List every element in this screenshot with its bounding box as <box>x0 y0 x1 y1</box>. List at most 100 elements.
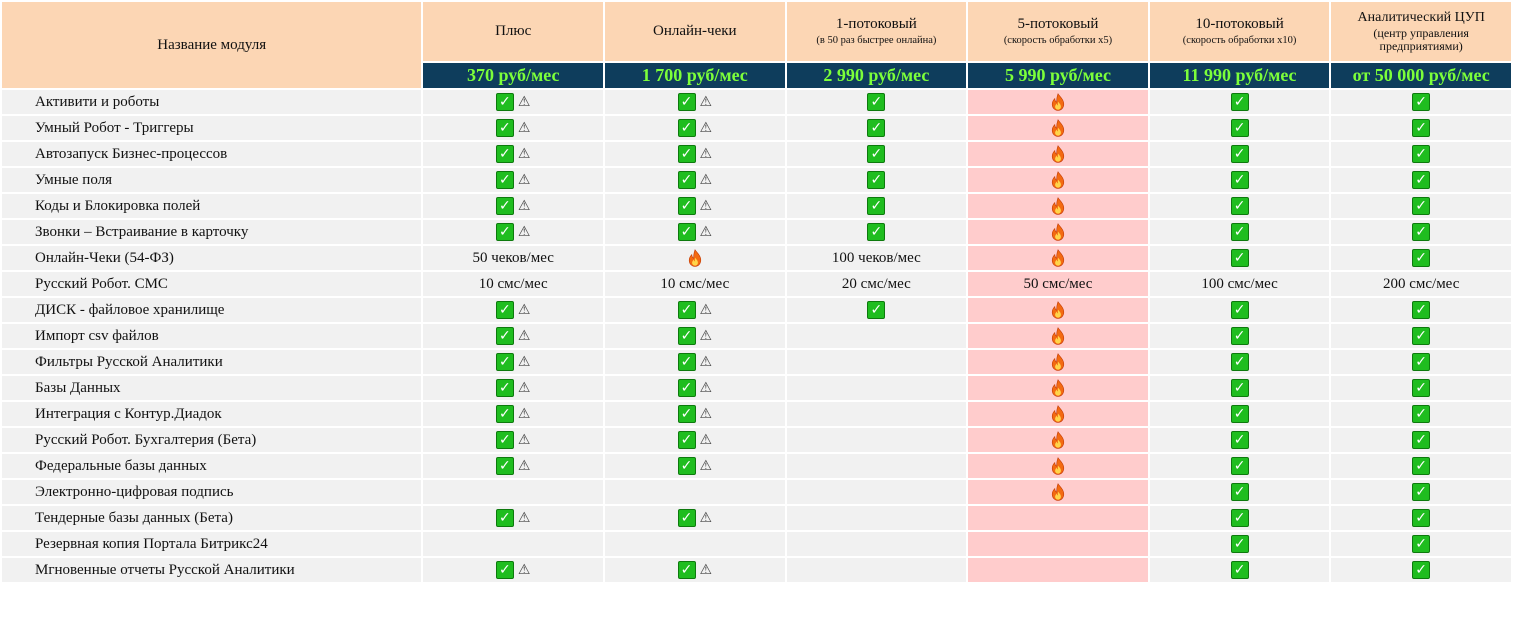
fire-icon <box>1050 223 1066 241</box>
plan-cell: 200 смс/мес <box>1331 272 1511 296</box>
plan-cell <box>968 350 1148 374</box>
plan-cell: ✓ <box>1149 428 1330 452</box>
warning-icon: ⚠ <box>517 328 531 344</box>
plan-cell <box>968 506 1148 530</box>
check-icon: ✓ <box>1230 457 1249 475</box>
plan-subtitle: (в 50 раз быстрее онлайна) <box>816 34 937 46</box>
check-icon: ✓ <box>495 431 514 449</box>
check-icon: ✓ <box>495 197 514 215</box>
plan-cell: ✓ <box>1331 350 1511 374</box>
feature-name: Фильтры Русской Аналитики <box>2 350 422 374</box>
plan-title-row: Название модуля Плюс Онлайн-чеки 1-поток… <box>2 2 1511 88</box>
plan-title: 5-потоковый <box>1017 16 1099 33</box>
check-icon: ✓ <box>1230 171 1249 189</box>
check-icon: ✓ <box>867 197 886 215</box>
fire-icon <box>1050 353 1066 371</box>
plan-cell: ✓ <box>1149 298 1330 322</box>
warning-icon: ⚠ <box>517 172 531 188</box>
check-icon: ✓ <box>1412 457 1431 475</box>
check-icon: ✓ <box>495 379 514 397</box>
check-icon: ✓ <box>677 171 696 189</box>
table-row: Мгновенные отчеты Русской Аналитики ✓ ⚠ ✓ ⚠ ✓… <box>2 558 1511 582</box>
plan-cell: 100 смс/мес <box>1149 272 1330 296</box>
warning-icon: ⚠ <box>699 328 713 344</box>
feature-name: Активити и роботы <box>2 90 422 114</box>
plan-price: 2 990 руб/мес <box>786 63 967 88</box>
module-name-header: Название модуля <box>2 2 422 88</box>
check-icon: ✓ <box>677 379 696 397</box>
check-icon: ✓ <box>495 405 514 423</box>
table-row: Онлайн-Чеки (54-ФЗ) 50 чеков/мес 100 чеков… <box>2 246 1511 270</box>
plan-cell: ✓ <box>1331 220 1511 244</box>
plan-header-10-stream: 10-потоковый (скорость обработки x10) <box>1149 2 1330 61</box>
plan-cell <box>786 428 967 452</box>
plan-cell: 50 чеков/мес <box>423 246 603 270</box>
check-icon: ✓ <box>677 405 696 423</box>
plan-cell-value: 20 смс/мес <box>841 275 911 292</box>
plan-price: 11 990 руб/мес <box>1149 63 1330 88</box>
warning-icon: ⚠ <box>517 458 531 474</box>
plan-cell <box>786 480 967 504</box>
check-icon: ✓ <box>495 561 514 579</box>
check-icon: ✓ <box>495 457 514 475</box>
plan-subtitle: (центр управления предприятиями) <box>1373 25 1469 53</box>
plan-cell <box>968 428 1148 452</box>
warning-icon: ⚠ <box>517 510 531 526</box>
check-icon: ✓ <box>677 561 696 579</box>
plan-cell <box>968 298 1148 322</box>
fire-icon <box>1050 327 1066 345</box>
fire-icon <box>1050 93 1066 111</box>
plan-cell <box>604 532 785 556</box>
check-icon: ✓ <box>1412 535 1431 553</box>
plan-cell <box>786 454 967 478</box>
check-icon: ✓ <box>1412 119 1431 137</box>
warning-icon: ⚠ <box>699 510 713 526</box>
plan-title: 10-потоковый <box>1195 16 1284 33</box>
plan-cell-value: 100 смс/мес <box>1201 275 1278 292</box>
warning-icon: ⚠ <box>517 198 531 214</box>
feature-name: Резервная копия Портала Битрикс24 <box>2 532 422 556</box>
table-row: Звонки – Встраивание в карточку ✓ ⚠ ✓ ⚠ ✓ ✓ ✓ <box>2 220 1511 244</box>
plan-cell <box>968 532 1148 556</box>
feature-name: Мгновенные отчеты Русской Аналитики <box>2 558 422 582</box>
check-icon: ✓ <box>677 353 696 371</box>
check-icon: ✓ <box>1230 509 1249 527</box>
plan-cell: 20 смс/мес <box>786 272 967 296</box>
check-icon: ✓ <box>867 223 886 241</box>
plan-cell: ✓ ⚠ <box>604 142 785 166</box>
plan-cell: ✓ <box>1331 168 1511 192</box>
plan-cell: ✓ <box>786 116 967 140</box>
plan-cell: 50 смс/мес <box>968 272 1148 296</box>
plan-cell: ✓ ⚠ <box>604 324 785 348</box>
check-icon: ✓ <box>677 93 696 111</box>
table-row: Федеральные базы данных ✓ ⚠ ✓ ⚠ ✓ ✓ <box>2 454 1511 478</box>
plan-cell <box>604 246 785 270</box>
warning-icon: ⚠ <box>517 380 531 396</box>
table-row: Умные поля ✓ ⚠ ✓ ⚠ ✓ ✓ ✓ <box>2 168 1511 192</box>
check-icon: ✓ <box>677 301 696 319</box>
plan-cell: ✓ <box>1149 350 1330 374</box>
plan-cell: ✓ <box>1331 246 1511 270</box>
check-icon: ✓ <box>1412 405 1431 423</box>
plan-cell <box>968 558 1148 582</box>
check-icon: ✓ <box>1412 301 1431 319</box>
check-icon: ✓ <box>1412 93 1431 111</box>
check-icon: ✓ <box>677 197 696 215</box>
plan-cell: ✓ <box>1149 532 1330 556</box>
warning-icon: ⚠ <box>517 406 531 422</box>
check-icon: ✓ <box>1230 535 1249 553</box>
plan-cell: ✓ ⚠ <box>423 350 603 374</box>
plan-cell: ✓ <box>786 142 967 166</box>
plan-cell-value: 10 смс/мес <box>478 275 548 292</box>
check-icon: ✓ <box>1230 197 1249 215</box>
plan-header-1-stream: 1-потоковый (в 50 раз быстрее онлайна) <box>786 2 967 61</box>
plan-cell: ✓ <box>1149 168 1330 192</box>
plan-cell: ✓ ⚠ <box>423 298 603 322</box>
plan-cell: ✓ <box>1331 324 1511 348</box>
plan-cell: ✓ ⚠ <box>423 324 603 348</box>
feature-name: Умный Робот - Триггеры <box>2 116 422 140</box>
plan-cell <box>786 376 967 400</box>
feature-name: Федеральные базы данных <box>2 454 422 478</box>
plan-cell: ✓ <box>1149 376 1330 400</box>
warning-icon: ⚠ <box>699 146 713 162</box>
